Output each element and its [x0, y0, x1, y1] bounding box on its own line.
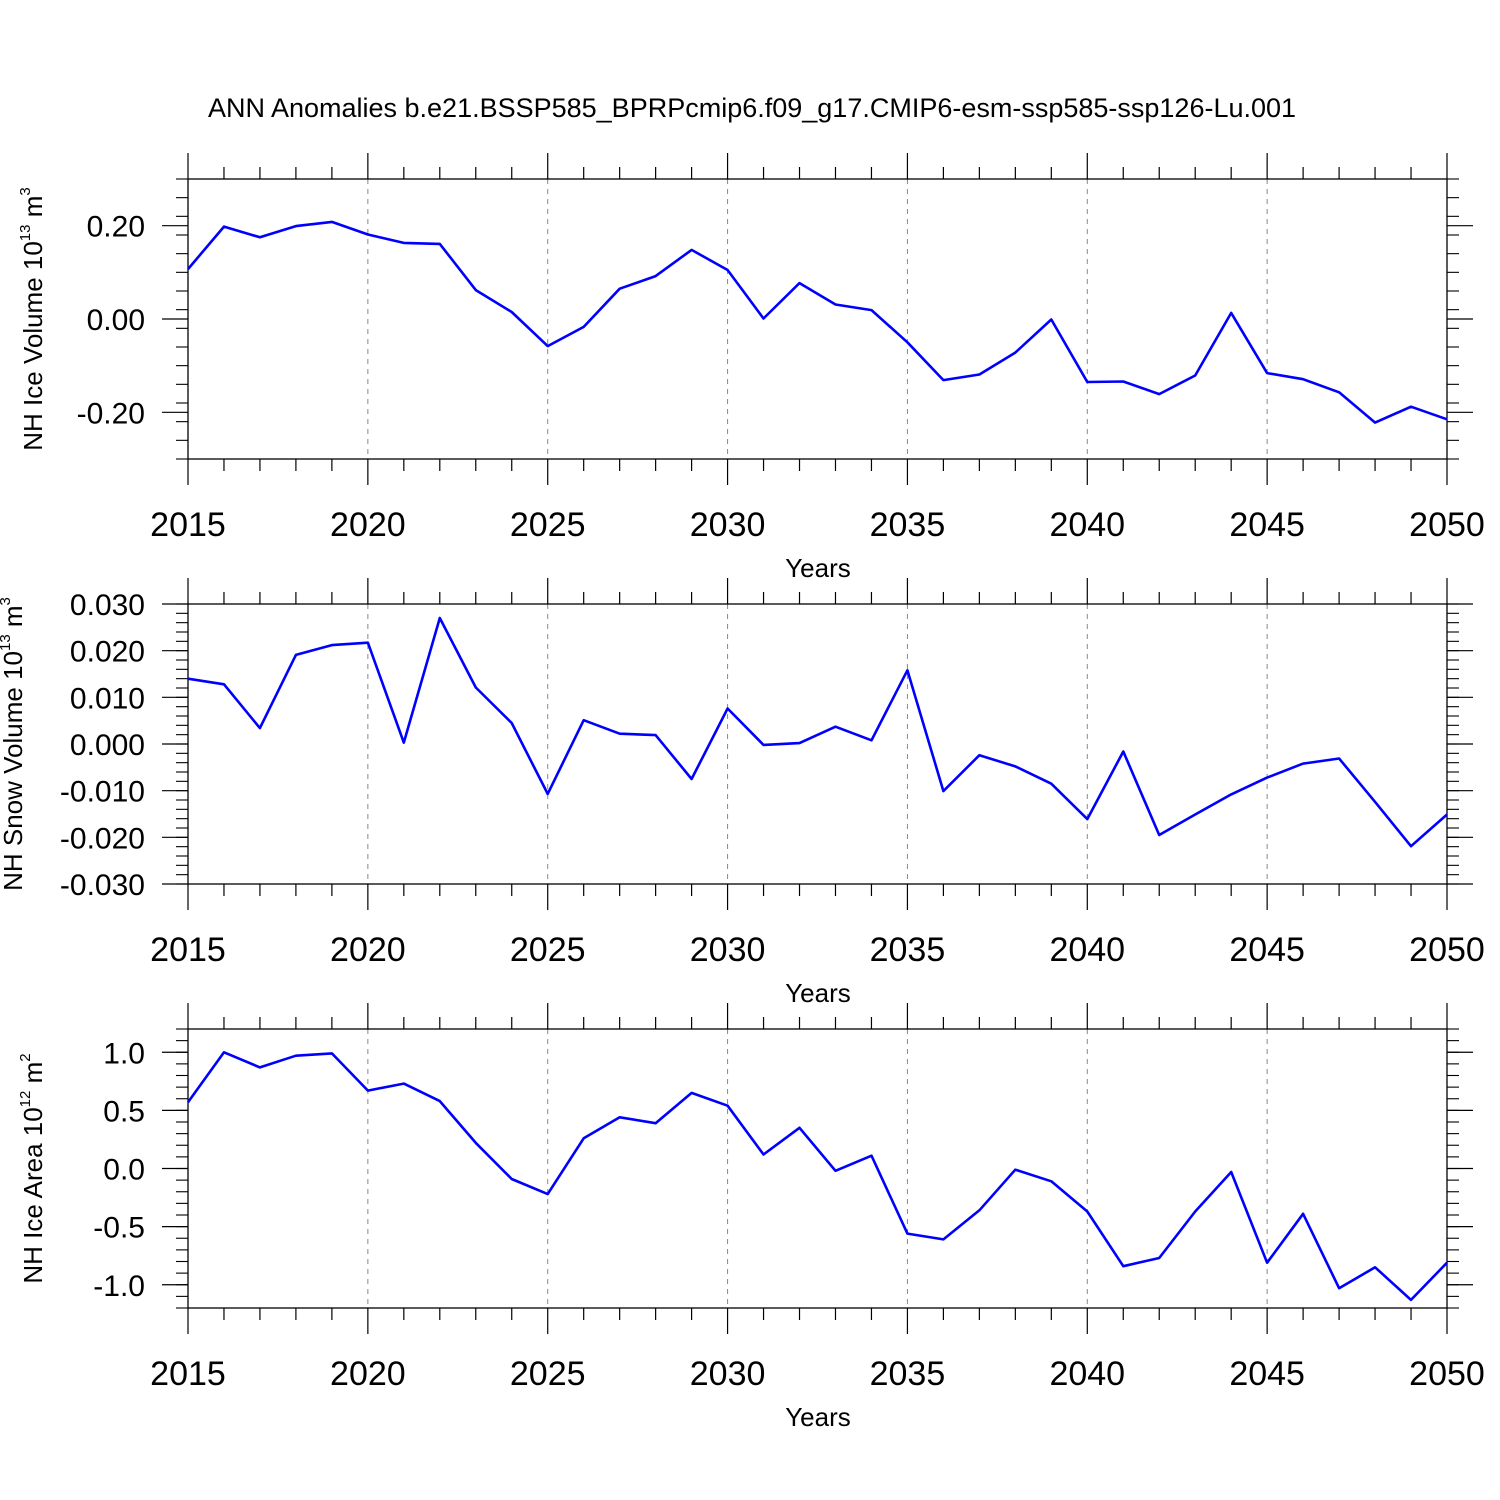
series-line: [187, 220, 1448, 424]
x-tick-label: 2030: [690, 931, 766, 969]
plot-frame: [187, 1028, 1448, 1309]
x-tick-label: 2050: [1409, 1355, 1485, 1393]
y-tick-label: -0.5: [93, 1212, 145, 1245]
x-axis-label: Years: [785, 978, 851, 1008]
y-tick-label: 0.000: [70, 729, 145, 762]
y-tick-label: 0.020: [70, 636, 145, 669]
x-tick-label: 2050: [1409, 506, 1485, 544]
y-axis-label: NH Ice Volume 1013 m3: [17, 187, 48, 450]
x-tick-label: 2035: [870, 1355, 946, 1393]
x-axis-label: Years: [785, 1402, 851, 1432]
y-axis-label: NH Ice Area 1012 m2: [17, 1053, 48, 1283]
x-tick-label: 2025: [510, 931, 586, 969]
x-tick-label: 2040: [1049, 506, 1125, 544]
y-tick-label: -0.010: [60, 776, 145, 809]
chart-title: ANN Anomalies b.e21.BSSP585_BPRPcmip6.f0…: [208, 93, 1296, 123]
x-tick-label: 2040: [1049, 1355, 1125, 1393]
y-tick-label: -0.20: [77, 397, 145, 430]
y-tick-label: 0.030: [70, 589, 145, 622]
x-tick-label: 2035: [870, 506, 946, 544]
plot-frame: [187, 603, 1448, 885]
x-tick-label: 2015: [150, 1355, 226, 1393]
x-tick-label: 2045: [1229, 931, 1305, 969]
x-tick-label: 2025: [510, 1355, 586, 1393]
x-tick-label: 2025: [510, 506, 586, 544]
x-tick-label: 2030: [690, 1355, 766, 1393]
x-tick-label: 2030: [690, 506, 766, 544]
x-tick-label: 2045: [1229, 1355, 1305, 1393]
x-tick-label: 2045: [1229, 506, 1305, 544]
y-tick-label: 0.5: [103, 1095, 145, 1128]
y-tick-label: 0.20: [87, 211, 145, 244]
x-tick-label: 2015: [150, 931, 226, 969]
x-tick-label: 2020: [330, 506, 406, 544]
y-tick-label: -0.020: [60, 822, 145, 855]
panel-3: 1.0 0.5 0.0 -0.5 -1.0 2015 2020 2025 2030 2035 204…: [17, 1003, 1485, 1432]
y-tick-label: -1.0: [93, 1270, 145, 1303]
y-axis-label: NH Snow Volume 1013 m3: [0, 597, 28, 891]
series-line: [187, 616, 1448, 848]
series-line: [186, 1051, 1448, 1302]
panel-1: 0.20 0.00 -0.20 2015 2020 2025 2030 2035 2040 204…: [17, 153, 1485, 583]
plot-frame: [187, 178, 1448, 460]
x-tick-label: 2035: [870, 931, 946, 969]
x-axis-label: Years: [785, 553, 851, 583]
y-tick-label: 0.010: [70, 682, 145, 715]
y-tick-label: 0.0: [103, 1154, 145, 1187]
y-tick-label: 0.00: [87, 304, 145, 337]
x-tick-label: 2050: [1409, 931, 1485, 969]
x-tick-label: 2020: [330, 1355, 406, 1393]
x-tick-label: 2040: [1049, 931, 1125, 969]
y-tick-label: -0.030: [60, 869, 145, 902]
x-tick-label: 2020: [330, 931, 406, 969]
panel-2: 0.0300.0200.0100.000-0.010-0.020-0.03020…: [0, 578, 1485, 1008]
y-tick-label: 1.0: [103, 1037, 145, 1070]
x-tick-label: 2015: [150, 506, 226, 544]
